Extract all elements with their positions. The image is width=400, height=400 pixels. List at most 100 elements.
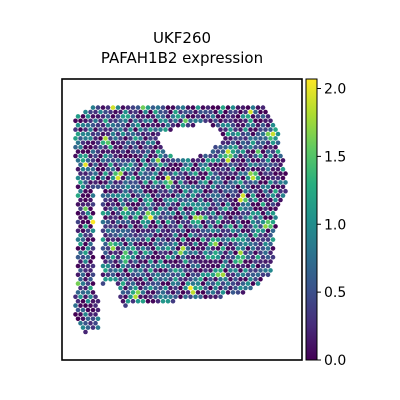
spot bbox=[195, 263, 201, 269]
spot bbox=[93, 180, 98, 185]
spot bbox=[230, 210, 236, 216]
spot bbox=[130, 140, 136, 146]
spot bbox=[105, 254, 111, 260]
spot bbox=[188, 197, 193, 203]
spot bbox=[198, 171, 203, 176]
spot bbox=[188, 215, 193, 220]
spot bbox=[110, 272, 116, 278]
spot bbox=[235, 281, 241, 286]
spot bbox=[100, 219, 106, 225]
spot bbox=[200, 219, 206, 225]
spot bbox=[88, 303, 93, 308]
spot bbox=[190, 184, 196, 190]
spot bbox=[105, 263, 111, 269]
spot bbox=[258, 241, 263, 247]
spot bbox=[180, 272, 186, 278]
spot bbox=[150, 193, 156, 198]
spot bbox=[93, 303, 98, 308]
spot bbox=[153, 136, 158, 141]
spot bbox=[175, 184, 181, 190]
spot bbox=[155, 219, 161, 225]
spot bbox=[180, 219, 186, 225]
spot bbox=[135, 281, 141, 286]
spot bbox=[153, 268, 158, 273]
spot bbox=[75, 272, 81, 278]
spot bbox=[130, 184, 136, 190]
spot bbox=[230, 246, 236, 251]
spot bbox=[90, 114, 96, 119]
spot bbox=[233, 215, 238, 220]
spot bbox=[228, 144, 233, 150]
spot bbox=[90, 175, 96, 181]
spot bbox=[215, 254, 221, 260]
spot bbox=[140, 290, 146, 295]
spot bbox=[145, 122, 151, 128]
spot bbox=[90, 202, 96, 207]
spot bbox=[85, 263, 91, 269]
spot bbox=[183, 294, 188, 300]
spot bbox=[183, 118, 188, 124]
spot bbox=[123, 136, 128, 141]
spot bbox=[190, 228, 196, 234]
spot bbox=[243, 206, 248, 212]
spot bbox=[243, 162, 248, 168]
spot bbox=[85, 254, 91, 260]
spot bbox=[248, 285, 253, 291]
spot bbox=[160, 158, 166, 163]
spot bbox=[163, 197, 168, 203]
spot bbox=[258, 162, 263, 168]
spot bbox=[105, 202, 111, 207]
spot bbox=[280, 193, 286, 198]
spot bbox=[260, 105, 266, 110]
spot bbox=[185, 210, 191, 216]
spot bbox=[98, 136, 103, 141]
spot bbox=[248, 144, 253, 150]
spot bbox=[213, 285, 218, 291]
spot bbox=[190, 219, 196, 225]
spot bbox=[130, 131, 136, 137]
spot bbox=[165, 298, 171, 304]
spot bbox=[240, 254, 246, 260]
spot bbox=[213, 241, 218, 247]
spot bbox=[188, 162, 193, 168]
spot bbox=[228, 171, 233, 176]
spot bbox=[240, 272, 246, 278]
spot bbox=[118, 232, 123, 238]
spot bbox=[143, 144, 148, 150]
spot bbox=[185, 281, 191, 286]
spot bbox=[113, 250, 118, 256]
spot bbox=[118, 127, 123, 132]
spot bbox=[193, 118, 198, 124]
spot bbox=[190, 114, 196, 119]
spot bbox=[243, 197, 248, 203]
spot bbox=[208, 188, 213, 194]
spot bbox=[155, 254, 161, 260]
spot bbox=[148, 232, 153, 238]
spot bbox=[128, 180, 133, 185]
spot bbox=[103, 180, 108, 185]
spot bbox=[135, 114, 141, 119]
spot bbox=[168, 153, 173, 159]
spot bbox=[215, 105, 221, 110]
spot bbox=[113, 224, 118, 229]
spot bbox=[180, 114, 186, 119]
spot bbox=[148, 276, 153, 282]
spot bbox=[85, 158, 91, 163]
spot bbox=[263, 118, 268, 124]
spot bbox=[253, 127, 258, 132]
spot bbox=[100, 158, 106, 163]
spot bbox=[90, 140, 96, 146]
spot bbox=[258, 215, 263, 220]
spot bbox=[118, 250, 123, 256]
spot bbox=[88, 232, 93, 238]
spot bbox=[180, 263, 186, 269]
spot bbox=[173, 241, 178, 247]
spot bbox=[148, 188, 153, 194]
spot bbox=[165, 105, 171, 110]
spot bbox=[275, 131, 281, 137]
spot bbox=[148, 153, 153, 159]
spot bbox=[75, 131, 81, 137]
spot bbox=[95, 184, 101, 190]
spot bbox=[220, 263, 226, 269]
spot bbox=[190, 175, 196, 181]
